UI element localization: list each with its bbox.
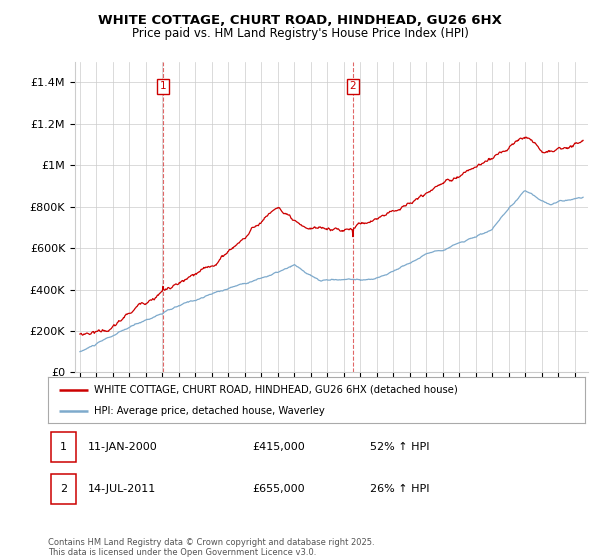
Text: WHITE COTTAGE, CHURT ROAD, HINDHEAD, GU26 6HX: WHITE COTTAGE, CHURT ROAD, HINDHEAD, GU2…: [98, 14, 502, 27]
Text: £415,000: £415,000: [252, 442, 305, 452]
Text: 2: 2: [60, 484, 67, 494]
Text: 2: 2: [349, 81, 356, 91]
Text: HPI: Average price, detached house, Waverley: HPI: Average price, detached house, Wave…: [94, 407, 325, 416]
Text: 14-JUL-2011: 14-JUL-2011: [88, 484, 157, 494]
Text: 1: 1: [160, 81, 166, 91]
Text: Contains HM Land Registry data © Crown copyright and database right 2025.
This d: Contains HM Land Registry data © Crown c…: [48, 538, 374, 557]
Text: 1: 1: [60, 442, 67, 452]
Text: 26% ↑ HPI: 26% ↑ HPI: [370, 484, 430, 494]
FancyBboxPatch shape: [50, 432, 76, 462]
Text: 11-JAN-2000: 11-JAN-2000: [88, 442, 158, 452]
Text: Price paid vs. HM Land Registry's House Price Index (HPI): Price paid vs. HM Land Registry's House …: [131, 27, 469, 40]
Text: £655,000: £655,000: [252, 484, 305, 494]
FancyBboxPatch shape: [50, 474, 76, 504]
Text: WHITE COTTAGE, CHURT ROAD, HINDHEAD, GU26 6HX (detached house): WHITE COTTAGE, CHURT ROAD, HINDHEAD, GU2…: [94, 385, 457, 395]
Text: 52% ↑ HPI: 52% ↑ HPI: [370, 442, 430, 452]
